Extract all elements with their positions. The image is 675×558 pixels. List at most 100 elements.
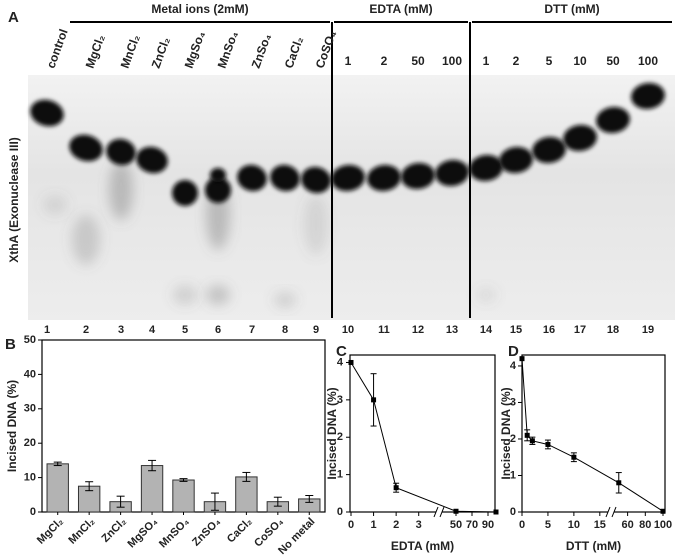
gel — [30, 82, 665, 308]
gel-band — [30, 99, 64, 127]
y-tick-label: 0 — [337, 506, 343, 518]
x-tick-label: 70 — [466, 519, 478, 531]
gel-band — [172, 180, 198, 206]
y-tick-label: 1 — [337, 469, 343, 481]
lane-number: 7 — [249, 324, 255, 336]
gel-band — [435, 159, 469, 187]
lane-number: 19 — [642, 324, 654, 336]
y-tick-label: 3 — [337, 394, 343, 406]
data-point — [493, 509, 499, 515]
error-bar — [305, 494, 314, 503]
data-point — [453, 508, 459, 514]
y-tick-label: 3 — [510, 396, 516, 408]
gel-smear — [173, 285, 197, 305]
y-tick-label: 30 — [24, 403, 36, 415]
gel-smear — [109, 160, 133, 220]
gel-band — [499, 146, 533, 174]
axis-break — [611, 506, 617, 518]
lane-number: 14 — [480, 324, 493, 336]
lane-label: 50 — [411, 54, 425, 68]
lane-number: 2 — [83, 324, 89, 336]
error-bar — [53, 461, 62, 467]
x-tick-label: 0 — [519, 519, 525, 531]
x-tick-label: MgSO₄ — [126, 516, 161, 551]
data-point — [660, 508, 666, 514]
x-tick-label: MnCl₂ — [66, 516, 97, 547]
lane-label: 2 — [513, 54, 520, 68]
x-tick-label: 10 — [568, 519, 580, 531]
lane-number: 15 — [510, 324, 522, 336]
lane-number: 1 — [44, 324, 50, 336]
group-title: EDTA (mM) — [369, 2, 432, 16]
lane-number: 10 — [342, 324, 354, 336]
gel-smear — [304, 195, 328, 255]
error-bar — [85, 481, 94, 492]
gel-band — [596, 106, 630, 134]
bar — [140, 465, 164, 513]
lane-label: 5 — [546, 54, 553, 68]
panel-label: A — [8, 9, 19, 26]
y-axis-label: Incised DNA (%) — [325, 387, 339, 479]
lane-number: 13 — [446, 324, 458, 336]
error-bar — [116, 495, 125, 508]
y-tick-label: 50 — [24, 334, 36, 346]
data-line — [521, 358, 664, 512]
data-point — [524, 432, 530, 438]
lane-number: 3 — [118, 324, 124, 336]
gel-band — [237, 164, 267, 192]
lane-label: CaCl₂ — [282, 35, 306, 70]
x-tick-label: 5 — [545, 519, 551, 531]
data-line — [350, 362, 497, 513]
bar — [46, 463, 69, 513]
data-point — [348, 359, 354, 365]
lane-label: MgSo₄ — [182, 29, 208, 70]
x-tick-label: 60 — [621, 519, 633, 531]
lane-label: 100 — [442, 54, 462, 68]
axis-break — [605, 506, 611, 518]
bar — [235, 476, 258, 513]
y-tick-label: 40 — [24, 368, 36, 380]
lane-number: 9 — [313, 324, 319, 336]
x-tick-label: 50 — [450, 519, 462, 531]
lane-number: 8 — [282, 324, 288, 336]
error-bar — [148, 459, 157, 472]
error-bar — [179, 478, 188, 482]
lane-label: ZnCl₂ — [149, 35, 173, 70]
lane-label: ZnSo₄ — [249, 31, 274, 70]
axis-break-gap — [436, 509, 442, 515]
lane-number: 4 — [149, 324, 156, 336]
x-tick-label: ZnSO₄ — [190, 516, 223, 549]
lane-number: 16 — [543, 324, 555, 336]
gel-band — [469, 154, 503, 182]
gel-band — [631, 82, 665, 110]
lane-number: 17 — [574, 324, 586, 336]
x-tick-label: 2 — [393, 519, 399, 531]
data-point — [519, 356, 525, 362]
lane-label: 2 — [381, 54, 388, 68]
x-tick-label: CaCl₂ — [225, 516, 255, 546]
y-tick-label: 10 — [24, 472, 36, 484]
gel-y-label: XthA (Exonuclease III) — [7, 137, 21, 263]
gel-band — [270, 164, 300, 192]
x-tick-label: 1 — [371, 519, 377, 531]
axis-break — [433, 506, 439, 518]
x-tick-label: ZnCl₂ — [100, 516, 129, 545]
x-tick-label: 0 — [348, 519, 354, 531]
x-tick-label: 80 — [639, 519, 651, 531]
error-bar — [242, 471, 251, 482]
gel-band — [532, 136, 566, 164]
error-bar — [273, 496, 282, 507]
x-tick-label: MnSO₄ — [157, 516, 192, 551]
gel-band — [301, 166, 331, 194]
gel-band — [210, 168, 226, 182]
gel-band — [136, 146, 168, 174]
x-tick-label: 15 — [594, 519, 606, 531]
gel-smear — [43, 195, 67, 215]
gel-smear — [206, 285, 230, 305]
lane-number: 11 — [378, 324, 390, 336]
axis-break — [439, 506, 445, 518]
axis-break-gap — [608, 509, 614, 515]
y-tick-label: 4 — [337, 356, 344, 368]
gel-band — [401, 162, 435, 190]
